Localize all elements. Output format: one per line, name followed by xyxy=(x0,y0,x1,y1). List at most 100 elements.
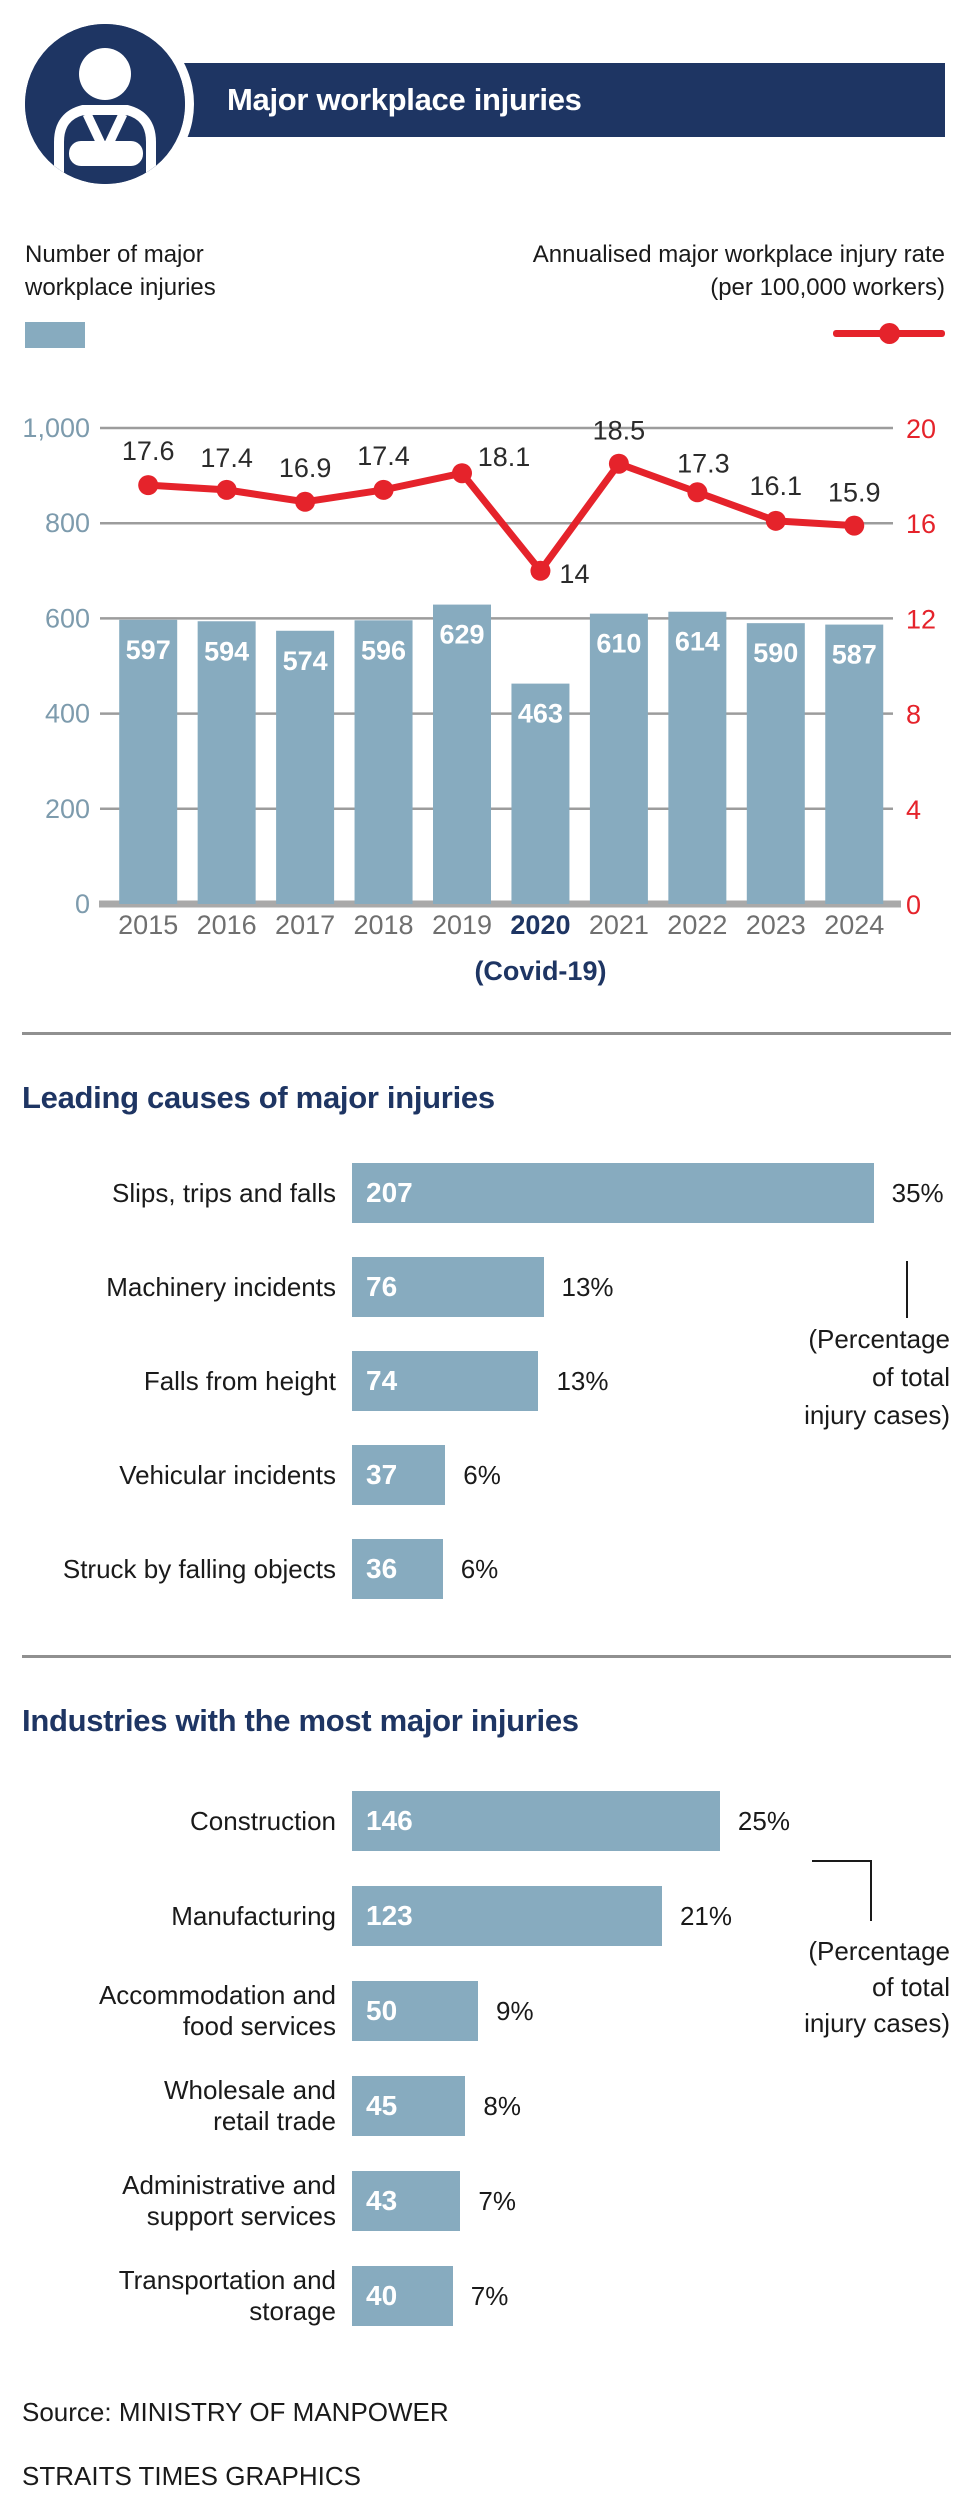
x-label-2020: 2020 xyxy=(510,910,570,940)
bar-value-label: 629 xyxy=(439,620,484,650)
line-value-label: 16.9 xyxy=(279,453,332,483)
industry-label: Wholesale and retail trade xyxy=(164,2075,336,2136)
bar-value-label: 463 xyxy=(518,699,563,729)
percentage-note: (Percentage of total injury cases) xyxy=(804,1936,950,2038)
left-axis-tick: 1,000 xyxy=(22,413,90,443)
bar-2016 xyxy=(197,621,256,904)
line-point-2018 xyxy=(373,479,394,500)
bar-value-label: 614 xyxy=(675,627,720,657)
line-value-label: 14 xyxy=(559,559,589,589)
bar-2021 xyxy=(589,613,648,904)
cause-bar-value: 76 xyxy=(366,1271,398,1302)
bar-2017 xyxy=(276,630,335,904)
industry-bar-value: 123 xyxy=(366,1900,413,1931)
cause-bar-value: 207 xyxy=(366,1177,413,1208)
line-point-2016 xyxy=(216,479,237,500)
leading-causes-rows: Slips, trips and falls 207 35% Machinery in… xyxy=(0,1163,960,1599)
bar-value-label: 574 xyxy=(283,646,328,676)
leading-causes-title: Leading causes of major injuries xyxy=(22,1080,495,1115)
covid-note: (Covid-19) xyxy=(474,956,606,986)
cause-row: Struck by falling objects 36 6% xyxy=(0,1539,960,1599)
industry-label: Manufacturing xyxy=(171,1900,336,1931)
line-value-label: 15.9 xyxy=(828,478,881,508)
cause-percent: 13% xyxy=(556,1365,609,1396)
right-axis-tick: 12 xyxy=(906,604,936,634)
line-point-2022 xyxy=(687,482,708,503)
cause-row: Slips, trips and falls 207 35% xyxy=(0,1163,960,1223)
bar-2019 xyxy=(433,604,491,904)
industry-row: Construction 146 25% xyxy=(0,1791,960,1851)
industry-label: Administrative and support services xyxy=(122,2170,336,2231)
cause-bar-value: 37 xyxy=(366,1459,398,1490)
industry-bar: 45 xyxy=(352,2076,466,2136)
header-banner: Major workplace injuries xyxy=(115,63,945,137)
injured-worker-icon-svg xyxy=(25,24,185,184)
industry-percent: 7% xyxy=(470,2280,509,2311)
x-label-2018: 2018 xyxy=(354,910,414,940)
industry-bar-value: 146 xyxy=(366,1805,413,1836)
right-axis-tick: 8 xyxy=(906,700,921,730)
industries-title: Industries with the most major injuries xyxy=(22,1703,579,1738)
industry-row: Administrative and support services 43 7% xyxy=(0,2170,960,2231)
line-value-label: 18.1 xyxy=(478,442,531,472)
line-value-label: 16.1 xyxy=(750,471,803,501)
line-point-2020 xyxy=(530,560,551,581)
bar-value-label: 610 xyxy=(596,629,641,659)
bar-value-label: 596 xyxy=(361,635,406,665)
line-value-label: 17.3 xyxy=(677,448,730,478)
line-value-label: 18.5 xyxy=(593,416,646,446)
legend-bars-label: Number of major workplace injuries xyxy=(25,241,216,301)
left-axis-tick: 400 xyxy=(45,699,90,729)
industry-bar-value: 43 xyxy=(366,2185,398,2216)
legend-line: Annualised major workplace injury rate (… xyxy=(533,238,945,348)
bar-value-label: 590 xyxy=(753,638,798,668)
industry-percent: 21% xyxy=(679,1900,732,1931)
cause-label: Slips, trips and falls xyxy=(112,1177,336,1208)
industry-bar-value: 40 xyxy=(366,2280,398,2311)
cause-percent: 35% xyxy=(891,1177,944,1208)
bar-2015 xyxy=(119,619,178,904)
industry-bar: 146 xyxy=(352,1791,720,1851)
left-axis-tick: 600 xyxy=(45,603,90,633)
cause-bar: 74 xyxy=(352,1351,539,1411)
left-axis-tick: 200 xyxy=(45,794,90,824)
cause-row: Falls from height 74 13% xyxy=(0,1351,960,1411)
header: Major workplace injuries xyxy=(0,0,960,185)
line-point-2023 xyxy=(765,510,786,531)
cause-bar: 76 xyxy=(352,1257,544,1317)
industry-percent: 7% xyxy=(478,2185,516,2216)
injured-worker-icon xyxy=(25,24,185,184)
bar-2024 xyxy=(825,624,884,904)
rate-line xyxy=(144,460,858,575)
credit-text: STRAITS TIMES GRAPHICS xyxy=(22,2461,362,2491)
industry-bar: 40 xyxy=(352,2266,453,2326)
industry-bar: 43 xyxy=(352,2171,461,2231)
cause-label: Machinery incidents xyxy=(106,1271,336,1302)
line-point-2015 xyxy=(138,475,159,496)
source-text: Source: MINISTRY OF MANPOWER xyxy=(22,2397,449,2427)
cause-bar: 207 xyxy=(352,1163,874,1223)
line-point-2017 xyxy=(295,491,316,512)
x-label-2017: 2017 xyxy=(275,910,335,940)
industry-bar-value: 50 xyxy=(366,1995,398,2026)
line-legend-dot xyxy=(879,323,900,344)
x-label-2022: 2022 xyxy=(667,910,727,940)
cause-row: Vehicular incidents 37 6% xyxy=(0,1445,960,1505)
cause-label: Struck by falling objects xyxy=(62,1553,336,1584)
industry-row: Wholesale and retail trade 45 8% xyxy=(0,2075,960,2136)
right-axis-tick: 0 xyxy=(906,890,921,920)
bar-value-label: 594 xyxy=(204,636,249,666)
left-axis-tick: 800 xyxy=(45,508,90,538)
left-axis-tick: 0 xyxy=(75,889,90,919)
bar-legend-swatch xyxy=(25,322,85,348)
industries-rows: Construction 146 25% Manufacturing 123 21% Acc… xyxy=(0,1791,960,2326)
line-point-2019 xyxy=(452,463,472,484)
percentage-note: (Percentage of total injury cases) xyxy=(804,1324,950,1430)
note-connector-line xyxy=(870,1860,872,1921)
line-value-label: 17.4 xyxy=(200,443,253,473)
cause-label: Vehicular incidents xyxy=(119,1459,336,1490)
cause-label: Falls from height xyxy=(143,1365,336,1396)
industry-row: Accommodation and food services 50 9% xyxy=(0,1980,960,2041)
